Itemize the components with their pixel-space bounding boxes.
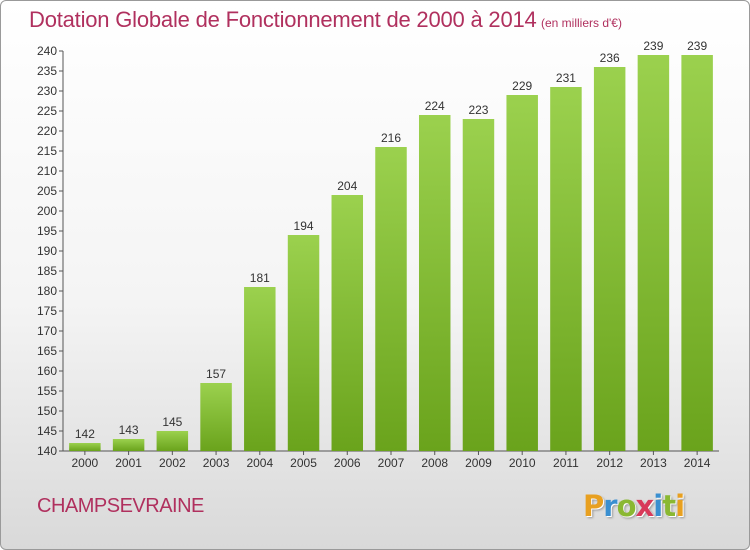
y-tick-label: 160 [37, 364, 57, 378]
bar-value-label: 142 [75, 427, 95, 441]
commune-name: CHAMPSEVRAINE [37, 495, 204, 517]
bar-value-label: 143 [119, 423, 139, 437]
x-tick-label: 2013 [640, 456, 667, 470]
bar [331, 195, 364, 451]
bar-value-label: 157 [206, 367, 226, 381]
x-tick-label: 2008 [421, 456, 448, 470]
bar [69, 443, 101, 451]
logo-letter: o [616, 489, 637, 523]
x-tick-label: 2006 [334, 456, 361, 470]
logo-letter: r [603, 489, 617, 523]
bar [637, 55, 670, 451]
bar-value-label: 216 [381, 131, 401, 145]
y-tick-label: 150 [37, 404, 57, 418]
bar-value-label: 229 [512, 79, 532, 93]
bar [462, 119, 495, 451]
bar-value-label: 231 [556, 71, 576, 85]
logo-letter: i [653, 489, 663, 523]
bar-value-label: 236 [600, 51, 620, 65]
bar [506, 95, 538, 451]
x-tick-label: 2002 [159, 456, 186, 470]
x-tick-label: 2010 [509, 456, 536, 470]
y-tick-label: 185 [37, 264, 57, 278]
bar [112, 439, 145, 451]
y-tick-label: 240 [37, 44, 57, 58]
y-tick-label: 195 [37, 224, 57, 238]
y-tick-label: 170 [37, 324, 57, 338]
y-tick-label: 190 [37, 244, 57, 258]
logo-letter: t [662, 489, 676, 523]
y-tick-label: 235 [37, 64, 57, 78]
x-tick-label: 2000 [72, 456, 99, 470]
y-tick-label: 210 [37, 164, 57, 178]
x-tick-label: 2001 [115, 456, 142, 470]
x-tick-label: 2007 [378, 456, 405, 470]
x-tick-label: 2009 [465, 456, 492, 470]
logo-letter: P [583, 489, 604, 523]
bar [287, 235, 320, 451]
x-tick-label: 2014 [684, 456, 711, 470]
bar [550, 87, 582, 451]
y-tick-label: 215 [37, 144, 57, 158]
bar [418, 115, 451, 451]
bar [593, 67, 626, 451]
bar-value-label: 239 [687, 39, 707, 53]
proxiti-logo: Proxiti [583, 489, 685, 523]
bar-value-label: 194 [294, 219, 314, 233]
y-tick-label: 165 [37, 344, 57, 358]
logo-letter: x [635, 489, 655, 523]
unit-note: (en milliers d'€) [541, 16, 622, 30]
x-tick-label: 2011 [553, 456, 579, 470]
chart-title: Dotation Globale de Fonctionnement de 20… [29, 7, 537, 32]
bar [156, 431, 189, 451]
y-tick-label: 145 [37, 424, 57, 438]
x-tick-label: 2005 [290, 456, 317, 470]
y-tick-label: 225 [37, 104, 57, 118]
bar-value-label: 145 [162, 415, 182, 429]
x-tick-label: 2004 [246, 456, 273, 470]
bar-value-label: 239 [643, 39, 663, 53]
logo-letter: i [675, 489, 685, 523]
y-tick-label: 200 [37, 204, 57, 218]
bar-value-label: 204 [337, 179, 357, 193]
y-axis: 140 145 150 155 160 165 170 175 180 185 190 195 200 2… [37, 44, 64, 458]
y-tick-label: 180 [37, 284, 57, 298]
x-tick-label: 2012 [596, 456, 623, 470]
x-axis: 2000 2001 2002 2003 2004 2005 2006 2007 2008 2009… [63, 450, 719, 470]
bar-value-label: 223 [468, 103, 488, 117]
y-tick-label: 140 [37, 444, 57, 458]
bar [200, 383, 232, 451]
bars: 142 143 145 157 181 194 204 216 224 223 229 231 236 2… [69, 39, 713, 451]
bar [244, 287, 276, 451]
y-tick-label: 230 [37, 84, 57, 98]
bar [681, 55, 713, 451]
y-tick-label: 155 [37, 384, 57, 398]
y-tick-label: 205 [37, 184, 57, 198]
x-tick-label: 2003 [203, 456, 230, 470]
bar-value-label: 181 [250, 271, 270, 285]
y-tick-label: 175 [37, 304, 57, 318]
bar-value-label: 224 [425, 99, 445, 113]
bar [375, 147, 407, 451]
y-tick-label: 220 [37, 124, 57, 138]
